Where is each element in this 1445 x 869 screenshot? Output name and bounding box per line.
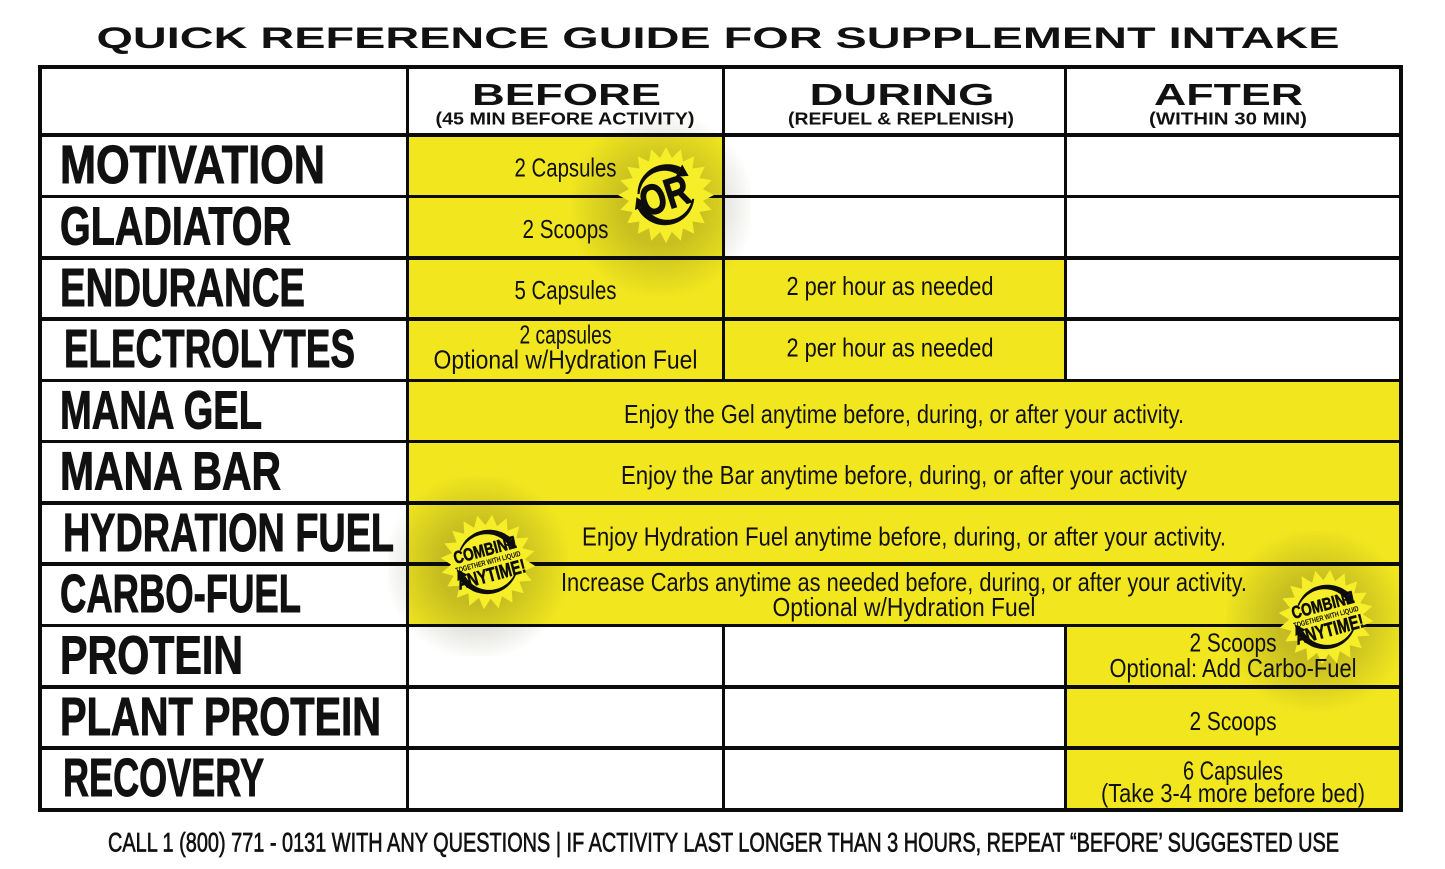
svg-text:GLADIATOR: GLADIATOR [60,197,291,257]
svg-text:CALL 1 (800) 771 - 0131 WITH A: CALL 1 (800) 771 - 0131 WITH ANY QUESTIO… [108,828,1339,858]
svg-text:CARBO-FUEL: CARBO-FUEL [60,564,301,624]
svg-text:MANA GEL: MANA GEL [60,380,262,440]
svg-text:BEFORE: BEFORE [472,77,661,112]
svg-text:ENDURANCE: ENDURANCE [60,258,305,318]
svg-text:DURING: DURING [810,77,995,112]
svg-text:QUICK REFERENCE GUIDE FOR SUPP: QUICK REFERENCE GUIDE FOR SUPPLEMENT INT… [97,22,1340,55]
svg-text:(WITHIN 30 MIN): (WITHIN 30 MIN) [1149,109,1307,129]
svg-text:PROTEIN: PROTEIN [60,626,243,686]
svg-text:MOTIVATION: MOTIVATION [60,135,325,195]
svg-text:RECOVERY: RECOVERY [63,748,264,808]
svg-text:(REFUEL & REPLENISH): (REFUEL & REPLENISH) [788,109,1014,129]
svg-text:MANA BAR: MANA BAR [60,442,281,502]
svg-text:HYDRATION FUEL: HYDRATION FUEL [63,503,394,563]
svg-text:ELECTROLYTES: ELECTROLYTES [64,319,355,379]
svg-text:PLANT PROTEIN: PLANT PROTEIN [60,687,381,747]
svg-text:AFTER: AFTER [1154,77,1303,112]
